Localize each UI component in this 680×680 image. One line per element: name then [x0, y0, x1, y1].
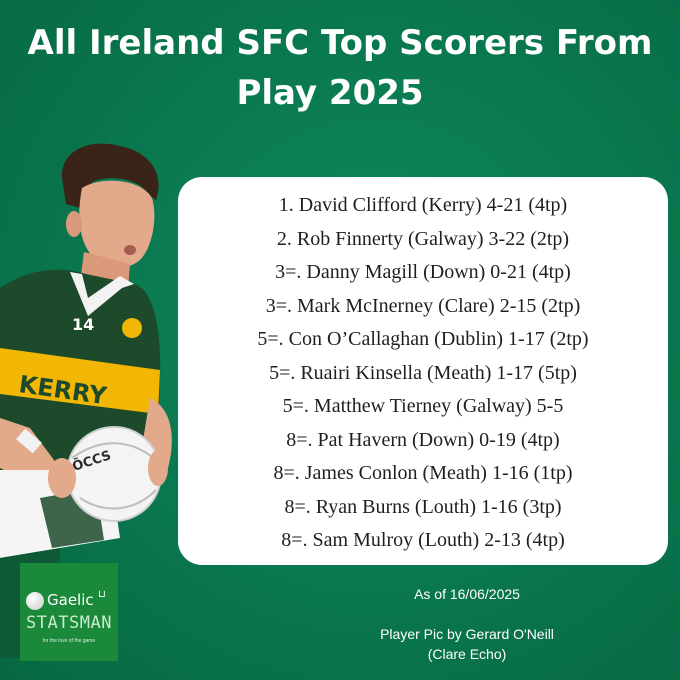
logo-gaelic: Gaelic — [47, 591, 94, 609]
goalposts-icon: ⊔ — [98, 589, 106, 600]
scorer-item: 5=. Matthew Tierney (Galway) 5-5 — [282, 395, 564, 417]
title-line-2: Play 2025 — [236, 73, 424, 113]
scorers-card: 1. David Clifford (Kerry) 4-21 (4tp) 2. … — [178, 177, 668, 565]
scorer-item: 5=. Ruairi Kinsella (Meath) 1-17 (5tp) — [269, 361, 577, 384]
scorer-item: 3=. Danny Magill (Down) 0-21 (4tp) — [275, 261, 571, 283]
credit-line-1: Player Pic by Gerard O'Neill — [380, 626, 554, 642]
scorer-item: 3=. Mark McInerney (Clare) 2-15 (2tp) — [265, 294, 581, 317]
page-title: All Ireland SFC Top Scorers From Play 20… — [0, 18, 680, 118]
player-face — [79, 180, 155, 268]
crest-icon — [122, 318, 142, 338]
logo-statsman: STATSMAN — [26, 613, 112, 633]
football-icon — [66, 426, 162, 522]
scorer-item: 1. David Clifford (Kerry) 4-21 (4tp) — [278, 194, 568, 216]
title-line-1: All Ireland SFC Top Scorers From — [27, 23, 653, 63]
credit-line-2: (Clare Echo) — [427, 646, 507, 662]
photo-credit: Player Pic by Gerard O'Neill (Clare Echo… — [352, 624, 582, 664]
gaelic-statsman-logo: Gaelic ⊔ STATSMAN for the love of the ga… — [20, 563, 118, 661]
scorer-item: 8=. Pat Havern (Down) 0-19 (4tp) — [286, 428, 560, 451]
scorer-item: 5=. Con O’Callaghan (Dublin) 1-17 (2tp) — [257, 328, 589, 350]
scorers-list: 1. David Clifford (Kerry) 4-21 (4tp) 2. … — [178, 177, 668, 558]
logo-tagline: for the love of the game — [42, 638, 96, 644]
scorer-item: 2. Rob Finnerty (Galway) 3-22 (2tp) — [276, 227, 570, 250]
scorer-item: 8=. Ryan Burns (Louth) 1-16 (3tp) — [284, 495, 562, 518]
as-of-date: As of 16/06/2025 — [414, 586, 520, 602]
kerry-band — [0, 348, 160, 414]
scorer-item: 8=. James Conlon (Meath) 1-16 (1tp) — [273, 462, 573, 484]
ball-icon — [26, 592, 44, 610]
scorer-item: 8=. Sam Mulroy (Louth) 2-13 (4tp) — [281, 529, 565, 551]
shirt-number: 14 — [72, 315, 94, 334]
